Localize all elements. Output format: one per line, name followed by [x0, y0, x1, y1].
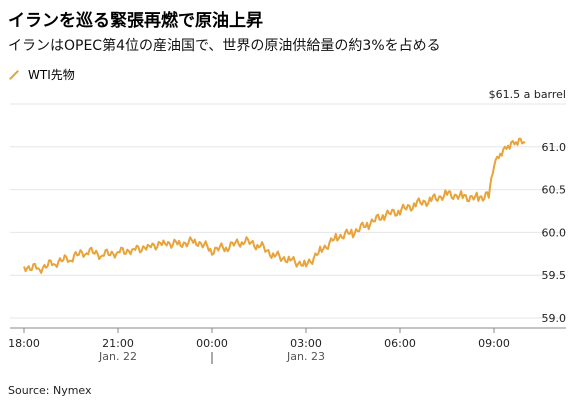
chart-subtitle: イランはOPEC第4位の産油国で、世界の原油供給量の約3%を占める	[8, 38, 441, 54]
x-tick-label: 00:00	[196, 337, 228, 350]
source-note: Source: Nymex	[8, 384, 92, 397]
x-tick-label: 18:00	[8, 337, 40, 350]
y-tick-label: 59.5	[542, 269, 567, 282]
date-label: Jan. 22	[98, 350, 137, 363]
y-tick-label: 59.0	[542, 312, 567, 325]
x-tick-label: 09:00	[478, 337, 510, 350]
legend-label: WTI先物	[28, 68, 75, 82]
series-line-wti	[23, 137, 526, 274]
y-tick-label: 61.0	[542, 141, 567, 154]
legend: WTI先物	[8, 66, 75, 83]
chart-title: イランを巡る緊張再燃で原油上昇	[8, 11, 263, 31]
x-tick-label: 06:00	[384, 337, 416, 350]
x-tick-label: 03:00	[290, 337, 322, 350]
y-tick-label: 60.0	[542, 226, 567, 239]
y-tick-label: 60.5	[542, 184, 567, 197]
y-unit-label: $61.5 a barrel	[489, 88, 566, 101]
x-tick-label: 21:00	[102, 337, 134, 350]
date-label: Jan. 23	[286, 350, 325, 363]
